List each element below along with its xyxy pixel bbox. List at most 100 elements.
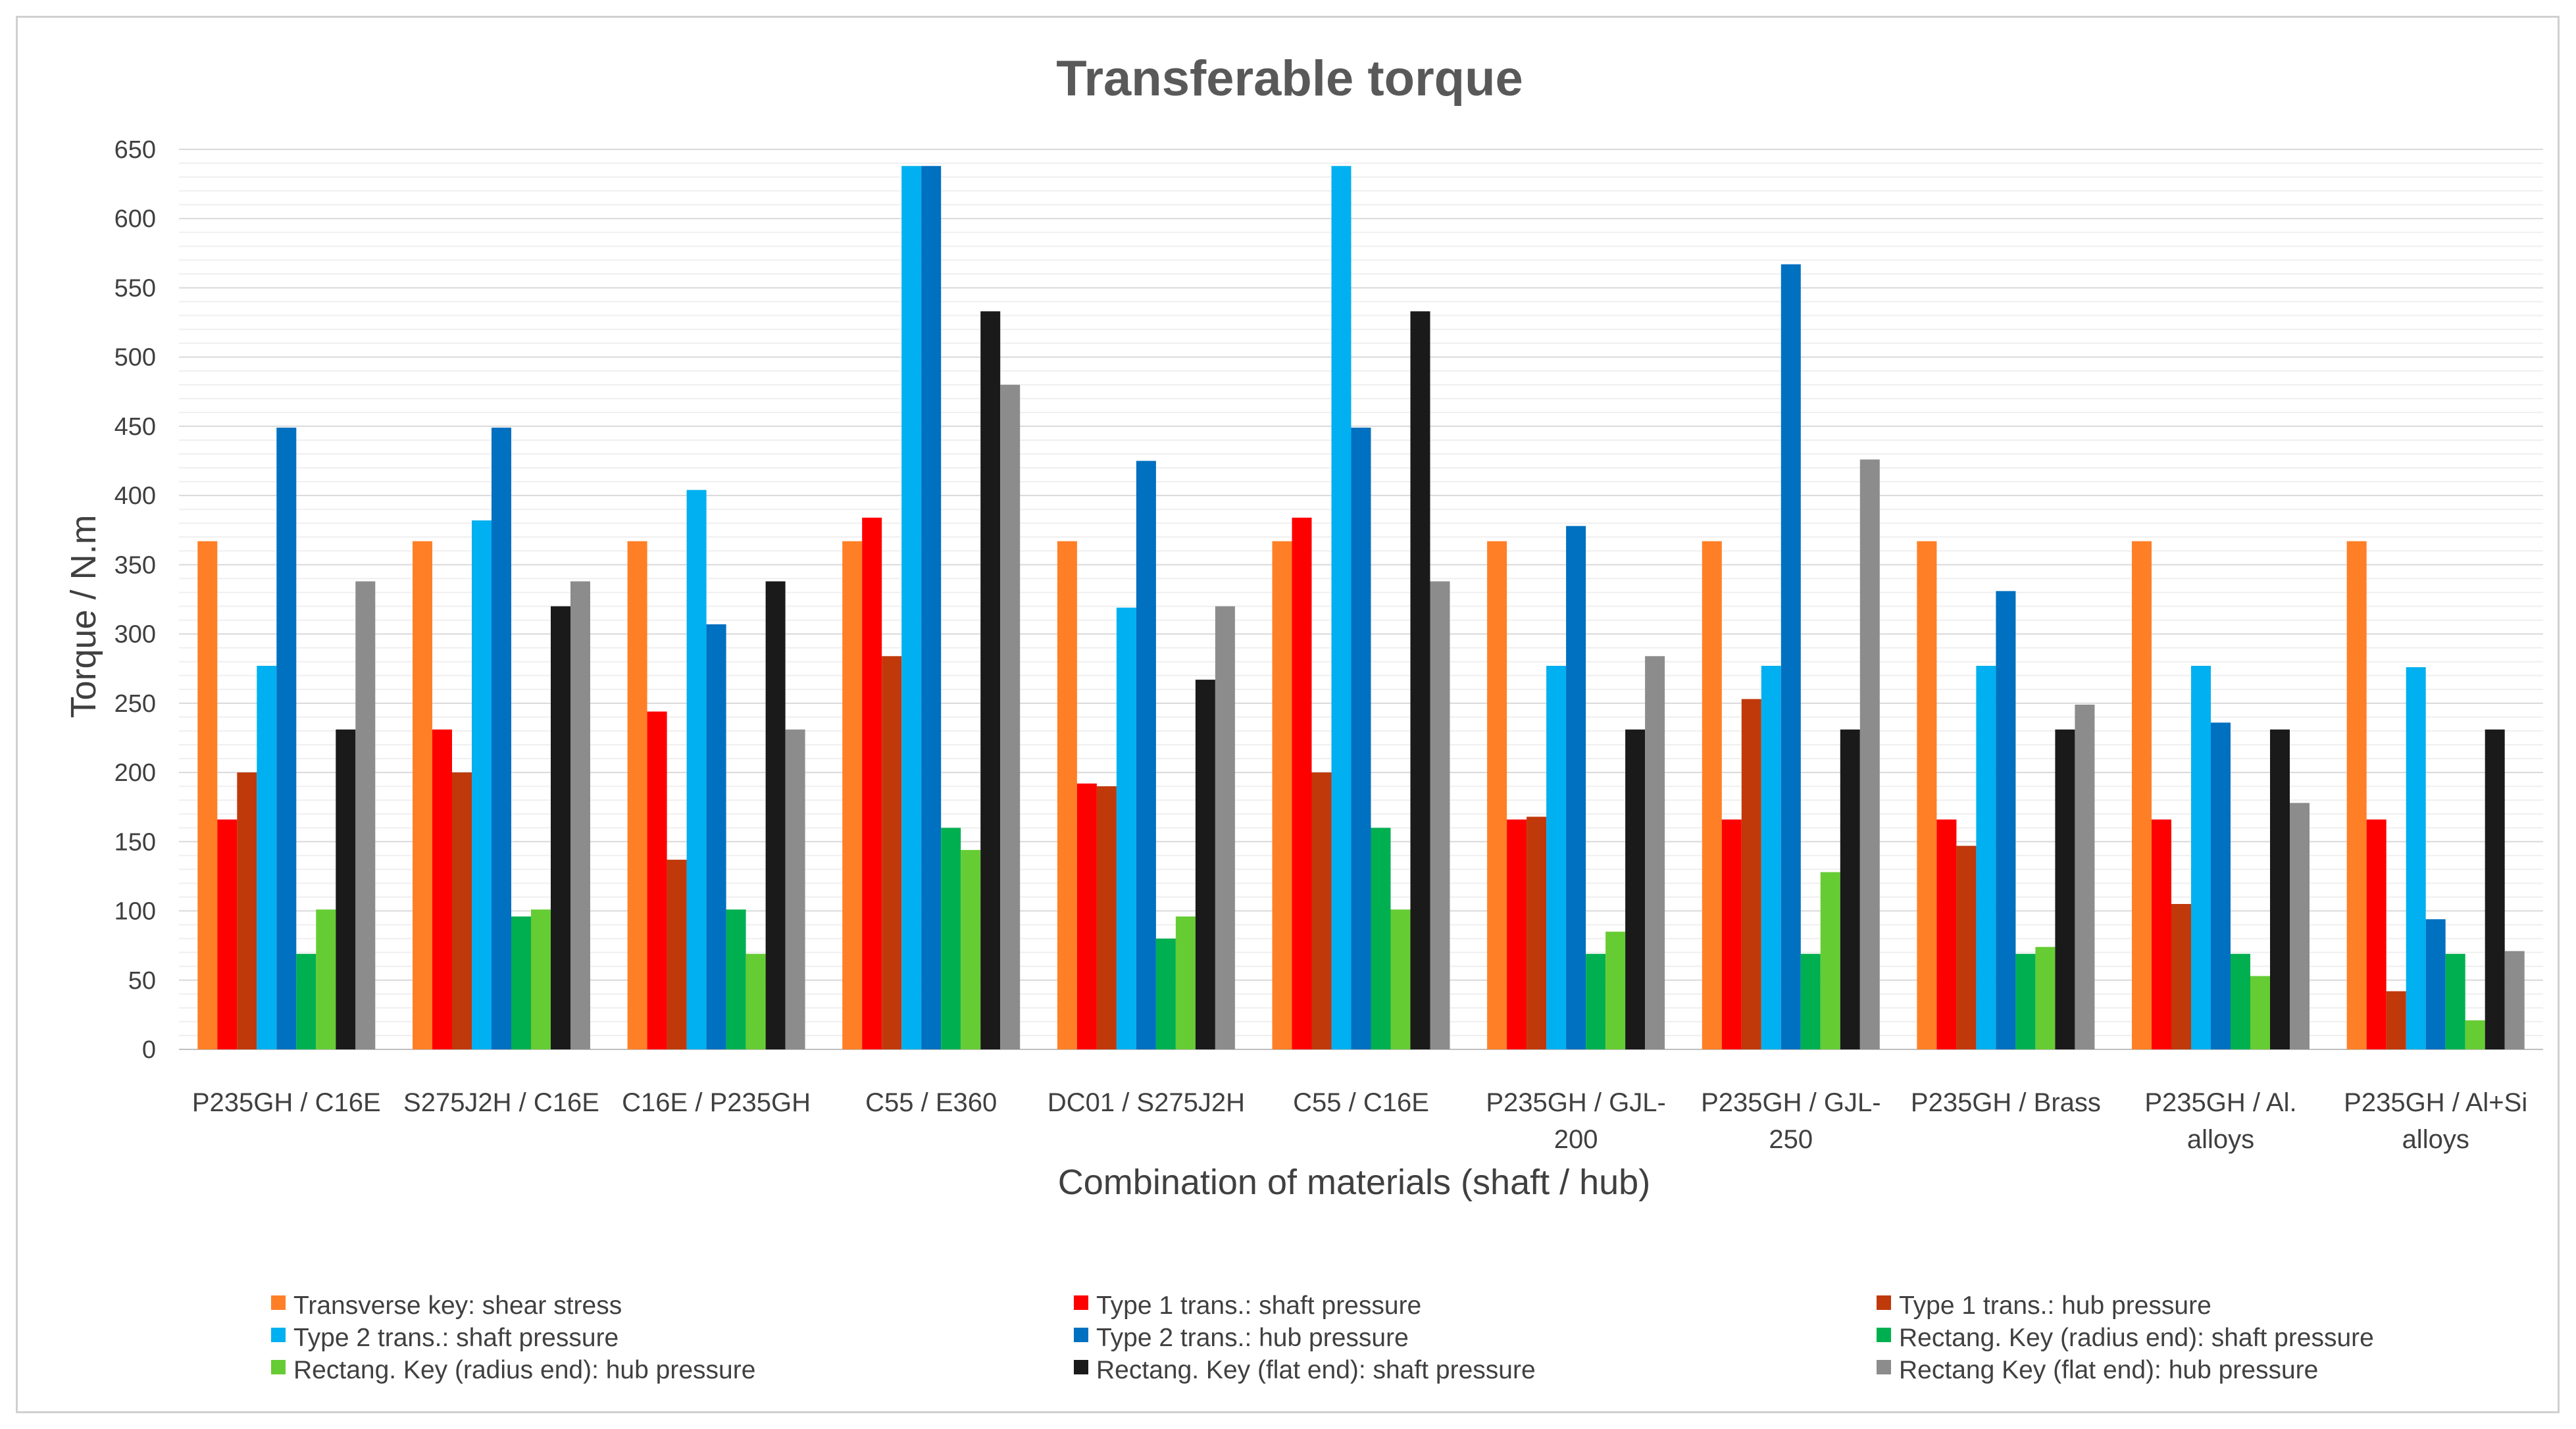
bar [197, 541, 218, 1049]
bar [2386, 991, 2406, 1049]
bar [336, 729, 356, 1049]
legend-swatch [1074, 1295, 1088, 1310]
chart: 050100150200250300350400450500550600650 … [64, 51, 2543, 1384]
bar [237, 772, 257, 1049]
y-tick-label: 350 [114, 551, 156, 579]
legend-label: Rectang. Key (radius end): shaft pressur… [1899, 1324, 2374, 1352]
legend-swatch [1877, 1328, 1891, 1342]
bar [1507, 819, 1527, 1049]
y-tick-label: 600 [114, 205, 156, 233]
bar [217, 819, 238, 1049]
bar [452, 772, 472, 1049]
bar [785, 729, 805, 1049]
x-category-label: C55 / E360 [865, 1088, 997, 1117]
bar [941, 828, 961, 1049]
bar [862, 517, 882, 1049]
bar [961, 849, 981, 1049]
bar [511, 916, 531, 1049]
bar [2075, 705, 2095, 1049]
legend-swatch [1074, 1360, 1088, 1374]
bar [1175, 916, 1196, 1049]
bar [570, 581, 590, 1049]
bar [1076, 783, 1097, 1049]
legend-swatch [1074, 1328, 1088, 1342]
legend-swatch [271, 1360, 286, 1374]
bar [2485, 729, 2505, 1049]
y-tick-label: 200 [114, 759, 156, 787]
bar [1390, 909, 1411, 1049]
legend-label: Rectang. Key (radius end): hub pressure [293, 1356, 755, 1384]
bar [1430, 581, 1450, 1049]
x-category-label: 250 [1769, 1125, 1813, 1154]
x-category-label: P235GH / Al. [2144, 1088, 2296, 1117]
bars [197, 166, 2525, 1050]
y-tick-label: 550 [114, 274, 156, 302]
bar [1116, 607, 1136, 1049]
bar [1331, 166, 1351, 1049]
bar [2270, 729, 2290, 1049]
bar [1702, 541, 1722, 1049]
x-category-label: C55 / C16E [1293, 1088, 1429, 1117]
bar [1096, 786, 1117, 1049]
bar [1859, 459, 1880, 1049]
bar [355, 581, 376, 1049]
y-tick-label: 300 [114, 621, 156, 649]
bar [1741, 699, 1761, 1049]
bar [492, 428, 511, 1049]
bar [2171, 904, 2191, 1049]
bar [1917, 541, 1937, 1049]
bar [1311, 772, 1332, 1049]
bar [842, 541, 863, 1049]
bar [1840, 729, 1860, 1049]
x-category-label: P235GH / Al+Si [2344, 1088, 2527, 1117]
x-category-labels: P235GH / C16E S275J2H / C16E C16E / P235GH… [192, 1088, 2527, 1154]
bar [432, 729, 452, 1049]
bar [1527, 816, 1547, 1049]
bar [882, 656, 902, 1049]
x-category-label: C16E / P235GH [622, 1088, 811, 1117]
bar [706, 624, 726, 1049]
bar [1487, 541, 1507, 1049]
bar [2211, 722, 2231, 1049]
bar [1800, 953, 1821, 1049]
bar [257, 666, 277, 1049]
x-category-label: DC01 / S275J2H [1048, 1088, 1245, 1117]
bar [667, 859, 687, 1049]
x-axis-title: Combination of materials (shaft / hub) [1058, 1163, 1650, 1202]
bar [1272, 541, 1292, 1049]
bar [1721, 819, 1742, 1049]
bar [726, 909, 746, 1049]
legend-label: Transverse key: shear stress [293, 1291, 622, 1320]
legend-label: Type 2 trans.: shaft pressure [293, 1324, 619, 1352]
bar [1566, 526, 1586, 1049]
legend-swatch [1877, 1295, 1891, 1310]
bar [765, 581, 786, 1049]
bar [531, 909, 551, 1049]
x-category-label: P235GH / GJL- [1486, 1088, 1665, 1117]
bar [1976, 666, 1996, 1049]
legend-label: Type 1 trans.: shaft pressure [1096, 1291, 1421, 1320]
bar [2191, 666, 2211, 1049]
bar [627, 541, 647, 1049]
legend-swatch [271, 1328, 286, 1342]
legend-label: Rectang Key (flat end): hub pressure [1899, 1356, 2318, 1384]
bar [1371, 828, 1391, 1049]
bar [1645, 656, 1665, 1049]
y-tick-label: 400 [114, 482, 156, 510]
bar [901, 166, 922, 1049]
bar [2346, 541, 2367, 1049]
x-category-label: 200 [1554, 1125, 1598, 1154]
x-category-label: P235GH / GJL- [1701, 1088, 1881, 1117]
bar [1956, 845, 1977, 1049]
x-category-label: alloys [2402, 1125, 2469, 1154]
legend-swatch [1877, 1360, 1891, 1374]
legend-swatch [271, 1295, 286, 1310]
y-tick-label: 150 [114, 828, 156, 856]
y-tick-label: 0 [142, 1036, 156, 1064]
bar [2445, 953, 2465, 1049]
y-tick-label: 450 [114, 413, 156, 441]
bar [551, 606, 570, 1049]
bar [1000, 384, 1021, 1049]
bar [296, 953, 316, 1049]
bar [2290, 803, 2310, 1049]
